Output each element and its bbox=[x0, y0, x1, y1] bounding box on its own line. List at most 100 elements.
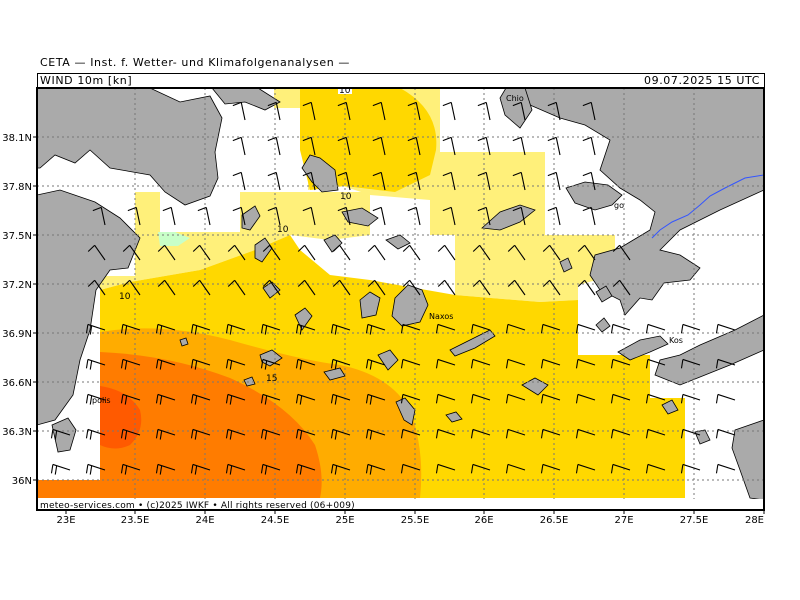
wind-barb bbox=[372, 206, 386, 226]
wind-barb bbox=[92, 206, 106, 226]
wind-barb bbox=[680, 358, 701, 369]
wind-barb bbox=[372, 136, 386, 156]
wind-barb bbox=[610, 393, 631, 404]
gridlines bbox=[37, 88, 764, 510]
wind-barb bbox=[192, 279, 211, 296]
wind-barb bbox=[365, 463, 386, 475]
patmos bbox=[559, 257, 573, 273]
wind-barb bbox=[267, 206, 281, 226]
wind-barb bbox=[337, 171, 351, 191]
wind-barb bbox=[472, 279, 491, 296]
wind-barb bbox=[330, 428, 351, 440]
map-content: Chio Naxos Kos go polis 10 10 10 10 15 m… bbox=[37, 86, 764, 510]
wind-barb bbox=[477, 206, 491, 226]
lat-tick-label: 36.3N bbox=[2, 427, 32, 438]
milos bbox=[259, 349, 283, 367]
wind-barb bbox=[470, 463, 491, 474]
wind-barb bbox=[372, 171, 386, 191]
wind-barb bbox=[330, 393, 351, 405]
wind-barb bbox=[577, 279, 596, 296]
tinos bbox=[341, 207, 379, 227]
wind-barb bbox=[225, 358, 246, 370]
wind-barb bbox=[505, 428, 526, 439]
wind-barb bbox=[87, 279, 106, 296]
wind-barb bbox=[715, 428, 736, 439]
wind-barb bbox=[610, 463, 631, 474]
turkey-south bbox=[654, 314, 764, 386]
kythira bbox=[51, 417, 77, 453]
wind-barb bbox=[442, 101, 456, 121]
wind-barb bbox=[715, 463, 736, 474]
wind-barb bbox=[540, 358, 561, 369]
lat-tick-label: 37.5N bbox=[2, 231, 32, 242]
wind-barb bbox=[407, 206, 421, 226]
wind-speed-shading bbox=[37, 88, 685, 498]
lon-tick-label: 27.5E bbox=[680, 515, 709, 526]
wind-barb bbox=[435, 463, 456, 474]
wind-barb bbox=[577, 244, 596, 261]
wind-barb bbox=[197, 206, 211, 226]
wind-barb bbox=[547, 101, 561, 121]
amorgos bbox=[449, 329, 496, 357]
wind-barb bbox=[582, 171, 596, 191]
wind-barb bbox=[472, 244, 491, 261]
lon-tick-label: 26.5E bbox=[540, 515, 569, 526]
place-label-naxos: Naxos bbox=[429, 312, 453, 321]
wind-band-5-10-west bbox=[100, 192, 370, 290]
wind-barb bbox=[575, 358, 596, 369]
wind-barb bbox=[435, 358, 456, 369]
wind-barb bbox=[157, 279, 176, 296]
lon-tick-label: 25.5E bbox=[401, 515, 430, 526]
wind-barb bbox=[330, 463, 351, 475]
wind-barb bbox=[365, 393, 386, 405]
falkonera bbox=[179, 337, 189, 347]
land-masses bbox=[37, 88, 764, 501]
wind-barb bbox=[367, 244, 386, 261]
paros bbox=[359, 291, 381, 319]
wind-barb bbox=[477, 171, 491, 191]
wind-barb bbox=[232, 136, 246, 156]
wind-barb bbox=[120, 323, 141, 335]
contour-label-10-kea: 10 bbox=[277, 225, 289, 235]
lon-tick-label: 26E bbox=[474, 515, 493, 526]
wind-barb bbox=[645, 463, 666, 474]
wind-barb bbox=[610, 358, 631, 369]
footer-strip bbox=[37, 499, 764, 510]
wind-barb bbox=[505, 393, 526, 404]
euboea bbox=[211, 88, 281, 111]
peloponnese bbox=[37, 189, 141, 426]
wind-barb bbox=[407, 136, 421, 156]
wind-barb bbox=[512, 101, 526, 121]
chios bbox=[499, 88, 533, 129]
wind-barb bbox=[337, 136, 351, 156]
wind-barb bbox=[120, 358, 141, 370]
wind-barb bbox=[540, 323, 561, 334]
wind-barb bbox=[262, 244, 281, 261]
wind-barb bbox=[155, 428, 176, 440]
wind-barb bbox=[582, 101, 596, 121]
lon-tick-label: 23E bbox=[56, 515, 75, 526]
wind-barb bbox=[332, 279, 351, 296]
wind-barb bbox=[400, 358, 421, 369]
wind-barb bbox=[365, 323, 386, 335]
wind-barb bbox=[225, 428, 246, 440]
kos bbox=[617, 335, 669, 361]
wind-barb bbox=[645, 323, 666, 334]
contour-label-10-west: 10 bbox=[119, 292, 131, 302]
lat-tick-label: 37.8N bbox=[2, 182, 32, 193]
wind-barb bbox=[402, 244, 421, 261]
wind-barb bbox=[85, 463, 106, 475]
wind-barb bbox=[715, 358, 736, 369]
contour-label-bg bbox=[338, 88, 352, 94]
wind-barb bbox=[190, 428, 211, 440]
wind-barb bbox=[225, 393, 246, 405]
wind-barb bbox=[437, 279, 456, 296]
wind-barb bbox=[507, 279, 526, 296]
wind-barb bbox=[262, 279, 281, 296]
wind-barb bbox=[85, 323, 106, 335]
wind-barb bbox=[470, 393, 491, 404]
wind-barb bbox=[540, 393, 561, 404]
wind-barb bbox=[407, 171, 421, 191]
tilos bbox=[694, 429, 711, 445]
contour-label-10-north: 10 bbox=[339, 86, 351, 96]
